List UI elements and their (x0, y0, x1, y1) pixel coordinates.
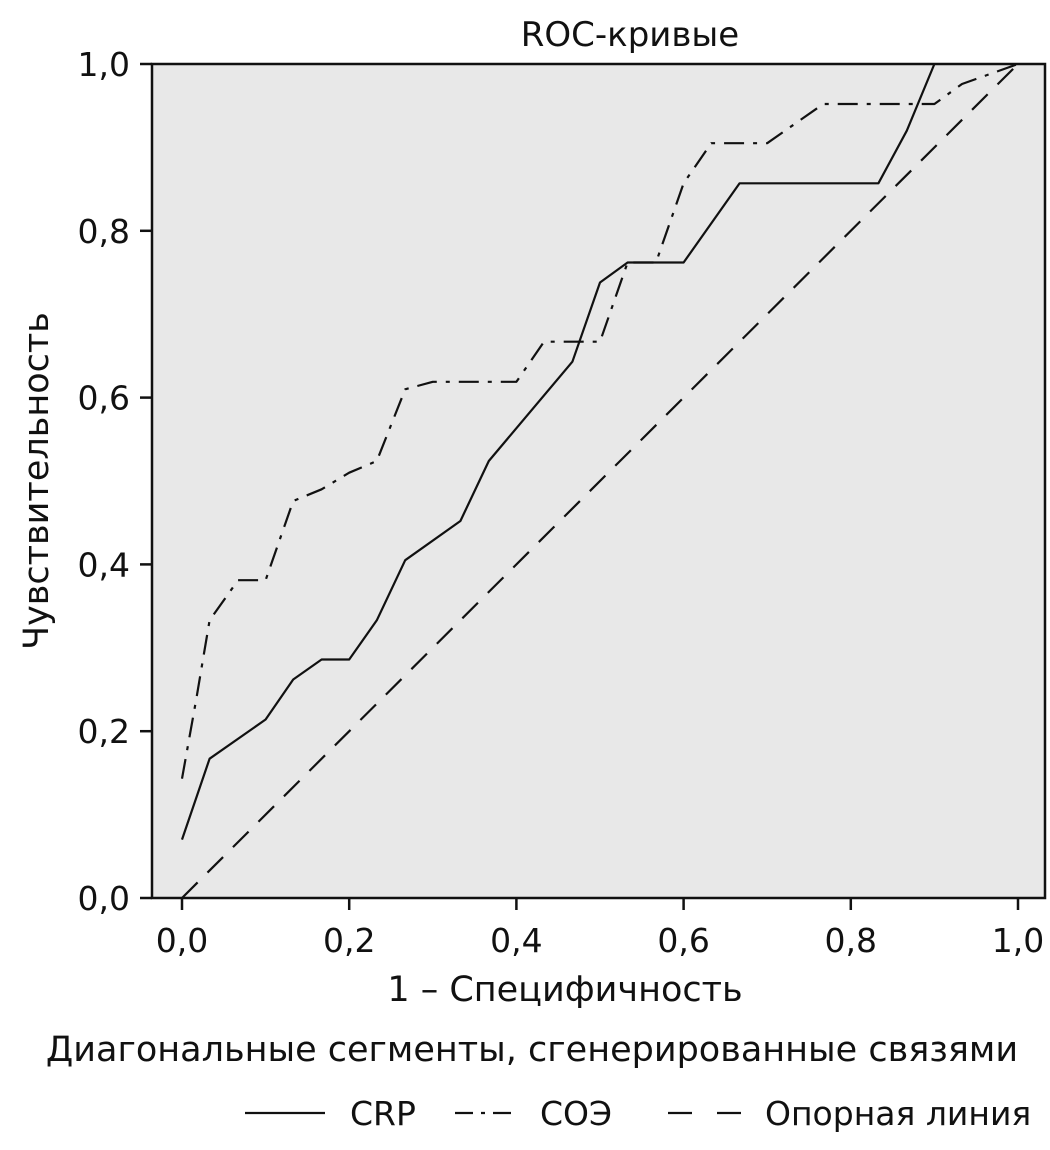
series-line-0 (180, 63, 936, 840)
y-tick-label: 1,0 (78, 45, 130, 84)
y-tick-label: 0,0 (78, 879, 130, 918)
chart-title: ROC-кривые (521, 15, 739, 55)
x-tick-label: 1,0 (992, 921, 1044, 960)
x-tick-label: 0,2 (323, 921, 375, 960)
x-axis: 0,0 0,2 0,4 0,6 0,8 1,0 (156, 898, 1044, 960)
series-line-2 (181, 63, 1019, 899)
legend-label-1: СОЭ (540, 1094, 612, 1133)
y-axis-label: Чувствительность (17, 312, 57, 650)
x-tick-label: 0,8 (825, 921, 877, 960)
x-tick-label: 0,4 (490, 921, 542, 960)
y-tick-label: 0,2 (78, 712, 130, 751)
x-axis-label: 1 – Специфичность (387, 970, 742, 1010)
ties-note: Диагональные сегменты, сгенерированные с… (46, 1030, 1018, 1070)
y-tick-label: 0,6 (78, 379, 130, 418)
legend-label-0: CRP (350, 1094, 416, 1133)
series-layer (180, 62, 1019, 899)
y-tick-label: 0,8 (78, 212, 130, 251)
legend: CRP СОЭ Опорная линия (245, 1094, 1031, 1133)
y-tick-label: 0,4 (78, 545, 130, 584)
x-tick-label: 0,6 (657, 921, 709, 960)
legend-label-2: Опорная линия (765, 1094, 1031, 1133)
x-tick-label: 0,0 (156, 921, 208, 960)
y-axis: 0,0 0,2 0,4 0,6 0,8 1,0 (78, 45, 152, 918)
